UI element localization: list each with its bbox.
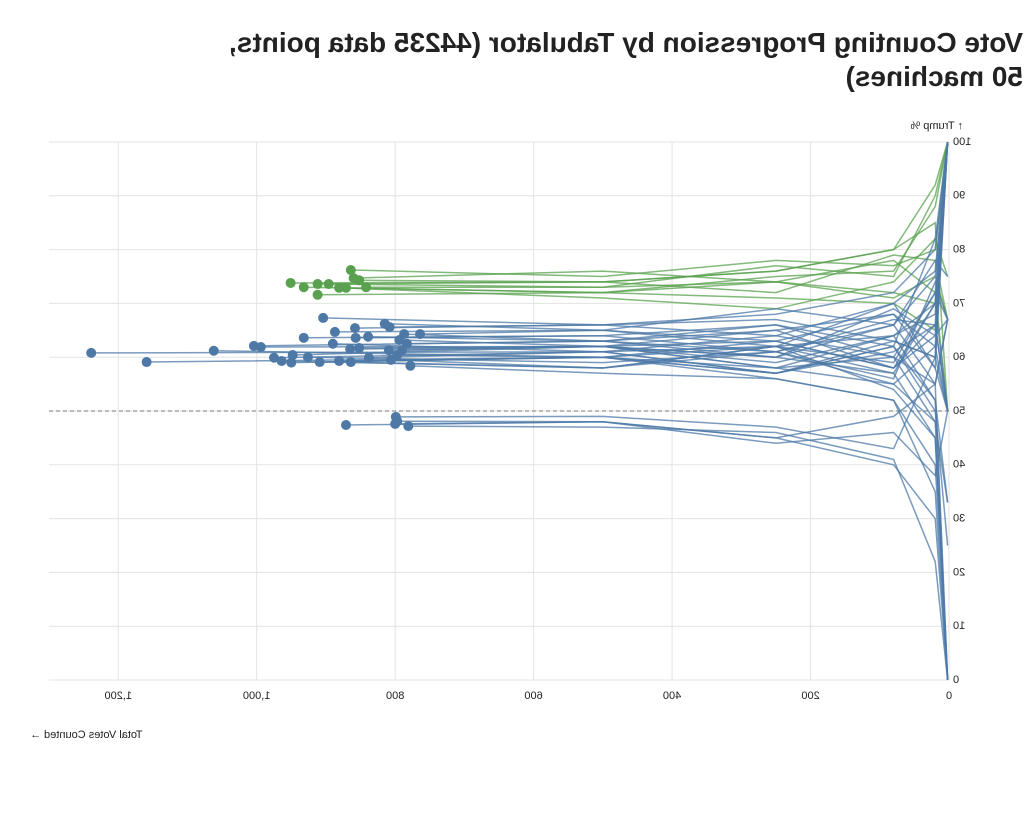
x-tick-label: 400 — [663, 690, 681, 702]
series-line — [410, 365, 949, 681]
series-line — [345, 421, 949, 681]
series-line — [290, 221, 949, 412]
end-point — [392, 416, 403, 427]
end-point — [86, 347, 97, 358]
end-point — [141, 357, 152, 368]
y-tick-label: 20 — [953, 566, 965, 578]
end-point — [286, 357, 297, 368]
y-tick-label: 80 — [953, 244, 965, 256]
x-tick-label: 200 — [801, 690, 819, 702]
end-point — [415, 329, 426, 340]
end-point — [334, 355, 345, 366]
series-line — [303, 141, 949, 305]
y-tick-label: 70 — [953, 297, 965, 309]
series-line — [91, 141, 949, 354]
end-point — [334, 282, 345, 293]
series-line — [390, 279, 949, 380]
series-line — [328, 141, 949, 289]
end-point — [354, 275, 365, 286]
y-axis-label: ↑ Trump % — [910, 120, 963, 132]
series-line — [317, 141, 949, 332]
series-line — [368, 340, 949, 412]
end-point — [345, 265, 356, 276]
end-point — [403, 421, 414, 432]
end-point — [345, 357, 356, 368]
end-point — [386, 354, 396, 365]
end-point — [255, 341, 266, 352]
y-tick-label: 100 — [953, 136, 971, 148]
end-point — [394, 334, 405, 345]
series-line — [291, 141, 949, 375]
series-line — [399, 141, 949, 369]
end-point — [285, 277, 296, 288]
series-line — [350, 345, 949, 681]
x-tick-label: 1,200 — [104, 690, 132, 702]
y-tick-label: 90 — [953, 190, 965, 202]
end-point — [384, 322, 395, 333]
series-line — [281, 345, 949, 681]
x-tick-label: 600 — [524, 690, 542, 702]
end-point — [269, 352, 279, 363]
end-point — [363, 352, 374, 363]
end-point — [350, 332, 361, 343]
x-tick-label: 800 — [386, 690, 404, 702]
end-point — [329, 326, 340, 337]
end-point — [276, 355, 287, 366]
y-tick-label: 0 — [953, 674, 959, 686]
x-tick-label: 0 — [946, 690, 952, 702]
end-point — [383, 345, 394, 356]
series-line — [354, 141, 949, 337]
end-point — [318, 312, 329, 323]
end-point — [361, 282, 372, 293]
end-point — [341, 282, 351, 293]
y-tick-label: 40 — [953, 459, 965, 471]
series-line — [345, 141, 949, 294]
end-point — [287, 350, 298, 361]
y-tick-label: 10 — [953, 620, 965, 632]
series-line — [408, 425, 949, 681]
series-line — [323, 141, 949, 326]
end-point — [327, 338, 338, 349]
series-line — [397, 319, 949, 439]
series-line — [355, 324, 949, 681]
end-point — [312, 279, 323, 290]
series-line — [388, 334, 949, 681]
end-point — [354, 343, 365, 354]
end-point — [341, 419, 351, 430]
end-point — [302, 352, 313, 363]
end-point — [298, 282, 309, 293]
x-tick-label: 1,000 — [243, 690, 271, 702]
chart-title: Vote Counting Progression by Tabulator (… — [229, 27, 1023, 92]
end-point — [405, 360, 416, 371]
end-point — [363, 331, 374, 342]
end-point — [314, 357, 325, 368]
end-point — [298, 332, 309, 343]
end-point — [312, 289, 323, 300]
x-axis-label: Total Votes Counted → — [30, 729, 143, 741]
series-line — [384, 259, 949, 332]
end-point — [401, 338, 412, 349]
y-tick-label: 30 — [953, 513, 965, 525]
y-tick-label: 50 — [953, 405, 965, 417]
end-point — [350, 323, 360, 334]
y-tick-label: 60 — [953, 351, 965, 363]
end-point — [323, 279, 334, 290]
series-line — [359, 141, 949, 283]
end-point — [345, 344, 356, 355]
series-line — [404, 141, 949, 348]
end-point — [208, 345, 219, 356]
